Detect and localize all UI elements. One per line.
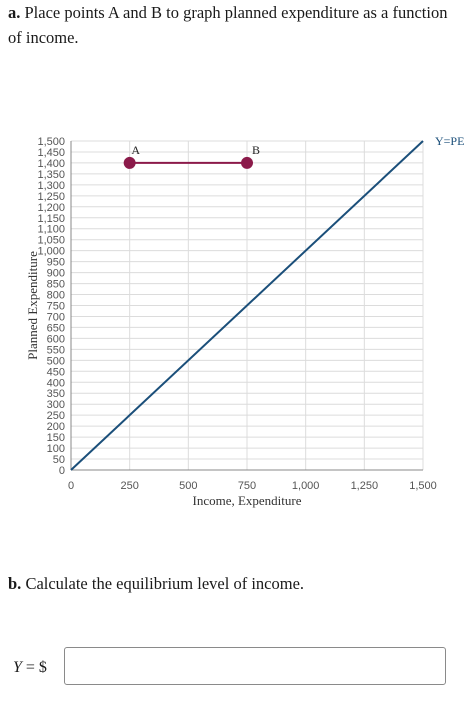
y-tick-label: 150 (47, 432, 65, 444)
question-part-b: b. Calculate the equilibrium level of in… (8, 571, 304, 596)
y-tick-label: 1,250 (37, 191, 65, 203)
y-tick-label: 400 (47, 377, 65, 389)
pe-line-label: Y=PE (435, 134, 464, 148)
y-tick-label: 0 (59, 465, 65, 477)
income-answer-input[interactable] (64, 647, 446, 685)
x-tick-label: 1,500 (409, 480, 437, 492)
y-tick-label: 1,500 (37, 136, 65, 148)
x-tick-label: 250 (120, 480, 138, 492)
y-tick-label: 550 (47, 344, 65, 356)
y-tick-label: 50 (53, 454, 65, 466)
y-axis-label: Planned Expenditure (25, 251, 40, 360)
point-b-label: B (252, 143, 260, 157)
expenditure-chart[interactable]: 0501001502002503003504004505005506006507… (0, 120, 471, 520)
y-tick-label: 250 (47, 410, 65, 422)
y-tick-label: 300 (47, 399, 65, 411)
y-tick-label: 650 (47, 322, 65, 334)
y-tick-label: 100 (47, 443, 65, 455)
y-tick-label: 500 (47, 355, 65, 367)
x-tick-label: 1,250 (351, 480, 379, 492)
part-b-label: b. (8, 574, 22, 593)
part-a-label: a. (8, 3, 21, 22)
series-layer: Y=PE (70, 134, 464, 471)
question-part-a: a. Place points A and B to graph planned… (8, 0, 448, 50)
point-a[interactable] (123, 156, 136, 169)
y-tick-label: 1,400 (37, 158, 65, 170)
part-a-text: Place points A and B to graph planned ex… (8, 3, 448, 47)
part-b-text: Calculate the equilibrium level of incom… (25, 574, 305, 593)
y-tick-label: 600 (47, 333, 65, 345)
y-tick-label: 1,050 (37, 235, 65, 247)
income-answer-label: Y = $ (13, 659, 47, 677)
point-a-label: A (131, 143, 140, 157)
pe-line (70, 140, 424, 471)
y-variable: Y (13, 659, 22, 676)
y-tick-label: 1,450 (37, 147, 65, 159)
y-tick-label: 1,150 (37, 213, 65, 225)
y-tick-label: 350 (47, 388, 65, 400)
x-tick-label: 500 (179, 480, 197, 492)
y-tick-label: 1,200 (37, 202, 65, 214)
x-tick-label: 750 (238, 480, 256, 492)
x-tick-labels: 0 250 500 750 1,000 1,250 1,500 (68, 480, 437, 492)
y-tick-label: 1,350 (37, 169, 65, 181)
x-tick-label: 1,000 (292, 480, 320, 492)
x-axis-label: Income, Expenditure (192, 493, 301, 508)
y-tick-label: 200 (47, 421, 65, 433)
y-tick-label: 1,000 (37, 246, 65, 258)
y-tick-label: 1,100 (37, 224, 65, 236)
y-tick-label: 800 (47, 290, 65, 302)
y-tick-label: 850 (47, 279, 65, 291)
y-tick-label: 700 (47, 311, 65, 323)
y-tick-labels: 0501001502002503003504004505005506006507… (37, 136, 65, 477)
y-tick-label: 450 (47, 366, 65, 378)
y-tick-label: 950 (47, 257, 65, 269)
y-tick-label: 900 (47, 268, 65, 280)
y-equals-dollar: = $ (21, 659, 47, 676)
y-tick-label: 750 (47, 301, 65, 313)
y-tick-label: 1,300 (37, 180, 65, 192)
answer-row: Y = $ (13, 647, 57, 689)
point-b[interactable] (241, 156, 253, 169)
x-tick-label: 0 (68, 480, 74, 492)
